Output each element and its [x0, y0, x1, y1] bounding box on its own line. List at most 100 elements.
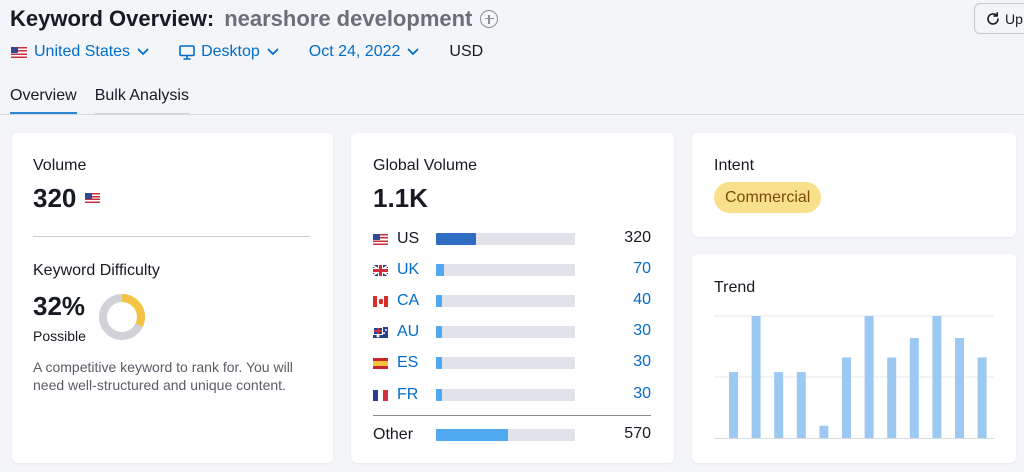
intent-label: Intent	[714, 157, 755, 174]
other-label: Other	[373, 426, 414, 443]
currency-label: USD	[449, 43, 484, 60]
fr-flag-icon	[373, 389, 388, 401]
global-volume-value: 1.1K	[373, 182, 428, 213]
trend-bar[interactable]	[774, 372, 784, 438]
trend-bar[interactable]	[819, 425, 829, 438]
page-header: Keyword Overview: nearshore development …	[0, 0, 1024, 115]
other-volume: 570	[624, 425, 651, 442]
us-flag-icon	[85, 193, 101, 203]
refresh-icon	[987, 11, 999, 25]
country-selector[interactable]: United States	[11, 43, 149, 61]
volume-bar-fill	[436, 233, 477, 245]
volume-value: 320	[33, 182, 77, 213]
volume-bar-track	[436, 429, 575, 441]
add-to-list-icon[interactable]	[480, 10, 499, 28]
es-flag-icon	[373, 357, 388, 369]
country-row-us: US 320	[373, 229, 651, 249]
volume-bar-fill	[436, 389, 442, 401]
au-flag-icon	[373, 326, 388, 338]
intent-badge: Commercial	[714, 182, 822, 213]
country-volume[interactable]: 40	[633, 291, 651, 308]
tabs: Overview Bulk Analysis	[10, 87, 207, 115]
chevron-down-icon	[137, 48, 149, 55]
trend-bar[interactable]	[932, 316, 942, 438]
volume-bar-track	[436, 295, 575, 307]
volume-bar-track	[436, 233, 575, 245]
trend-bar[interactable]	[751, 316, 761, 438]
country-code[interactable]: CA	[397, 292, 420, 309]
trend-bar[interactable]	[796, 372, 806, 438]
us-flag-icon	[11, 46, 27, 58]
keyword-difficulty-description: A competitive keyword to rank for. You w…	[33, 359, 293, 393]
country-row-es[interactable]: ES 30	[373, 353, 651, 373]
desktop-icon	[179, 44, 195, 60]
country-volume: 320	[624, 229, 651, 246]
trend-bar[interactable]	[842, 357, 851, 438]
ca-flag-icon	[373, 295, 388, 307]
trend-bar[interactable]	[977, 357, 987, 438]
tab-overview[interactable]: Overview	[10, 87, 77, 115]
volume-bar-fill	[436, 295, 442, 307]
country-row-ca[interactable]: CA 40	[373, 291, 651, 311]
country-row-uk[interactable]: UK 70	[373, 260, 651, 280]
volume-bar-track	[436, 264, 575, 276]
title-row: Keyword Overview: nearshore development	[10, 4, 499, 34]
trend-label: Trend	[714, 279, 756, 296]
trend-bar[interactable]	[729, 372, 738, 438]
donut-fill	[99, 294, 145, 340]
update-button-label: Up	[1005, 10, 1023, 27]
date-selector[interactable]: Oct 24, 2022	[309, 43, 420, 61]
keyword-difficulty-label: Keyword Difficulty	[33, 262, 160, 279]
keyword-title: nearshore development	[224, 6, 473, 31]
volume-bar-track	[436, 357, 575, 369]
trend-chart	[714, 315, 994, 439]
tab-bulk-analysis[interactable]: Bulk Analysis	[94, 87, 190, 115]
country-code[interactable]: FR	[397, 386, 419, 403]
country-row-other: Other 570	[373, 425, 651, 445]
header-divider	[0, 114, 1024, 115]
volume-bar-track	[436, 389, 575, 401]
trend-bar[interactable]	[909, 337, 919, 438]
global-volume-card: Global Volume 1.1K US 320 UK 70 CA 40 AU…	[351, 133, 674, 463]
country-row-au[interactable]: AU 30	[373, 322, 651, 342]
trend-card: Trend	[692, 254, 1016, 463]
global-volume-divider	[373, 415, 651, 416]
country-code[interactable]: AU	[397, 323, 420, 340]
trend-bar[interactable]	[887, 357, 897, 438]
country-volume[interactable]: 30	[633, 353, 651, 370]
country-volume[interactable]: 70	[633, 260, 651, 277]
trend-bar[interactable]	[955, 337, 964, 438]
keyword-difficulty-rating: Possible	[33, 328, 86, 344]
country-volume[interactable]: 30	[633, 385, 651, 402]
volume-value-row: 320	[33, 182, 101, 214]
chevron-down-icon	[267, 48, 279, 55]
chevron-down-icon	[407, 48, 419, 55]
date-label: Oct 24, 2022	[308, 43, 401, 60]
country-label: United States	[34, 43, 131, 60]
filters-bar: United States Desktop Oct 24, 2022 USD	[11, 40, 483, 64]
volume-label: Volume	[33, 157, 87, 174]
volume-bar-fill	[436, 264, 445, 276]
us-flag-icon	[373, 233, 388, 245]
uk-flag-icon	[373, 264, 388, 276]
device-selector[interactable]: Desktop	[179, 43, 279, 61]
device-label: Desktop	[201, 43, 260, 60]
volume-bar-fill	[436, 357, 442, 369]
country-code[interactable]: ES	[397, 354, 419, 371]
country-volume[interactable]: 30	[633, 322, 651, 339]
volume-bar-fill	[436, 429, 509, 441]
volume-divider	[33, 236, 310, 237]
volume-bar-track	[436, 326, 575, 338]
page-title: Keyword Overview:	[10, 6, 215, 31]
trend-bar[interactable]	[864, 316, 874, 438]
volume-bar-fill	[436, 326, 442, 338]
keyword-difficulty-value: 32%	[33, 290, 86, 321]
update-button[interactable]: Up	[974, 3, 1024, 34]
intent-card: Intent Commercial	[692, 133, 1016, 237]
country-row-fr[interactable]: FR 30	[373, 385, 651, 405]
difficulty-donut-chart	[99, 294, 145, 340]
country-code: US	[397, 230, 420, 247]
global-volume-label: Global Volume	[373, 157, 478, 174]
country-code[interactable]: UK	[397, 261, 420, 278]
volume-card: Volume 320 Keyword Difficulty 32% Possib…	[12, 133, 333, 463]
